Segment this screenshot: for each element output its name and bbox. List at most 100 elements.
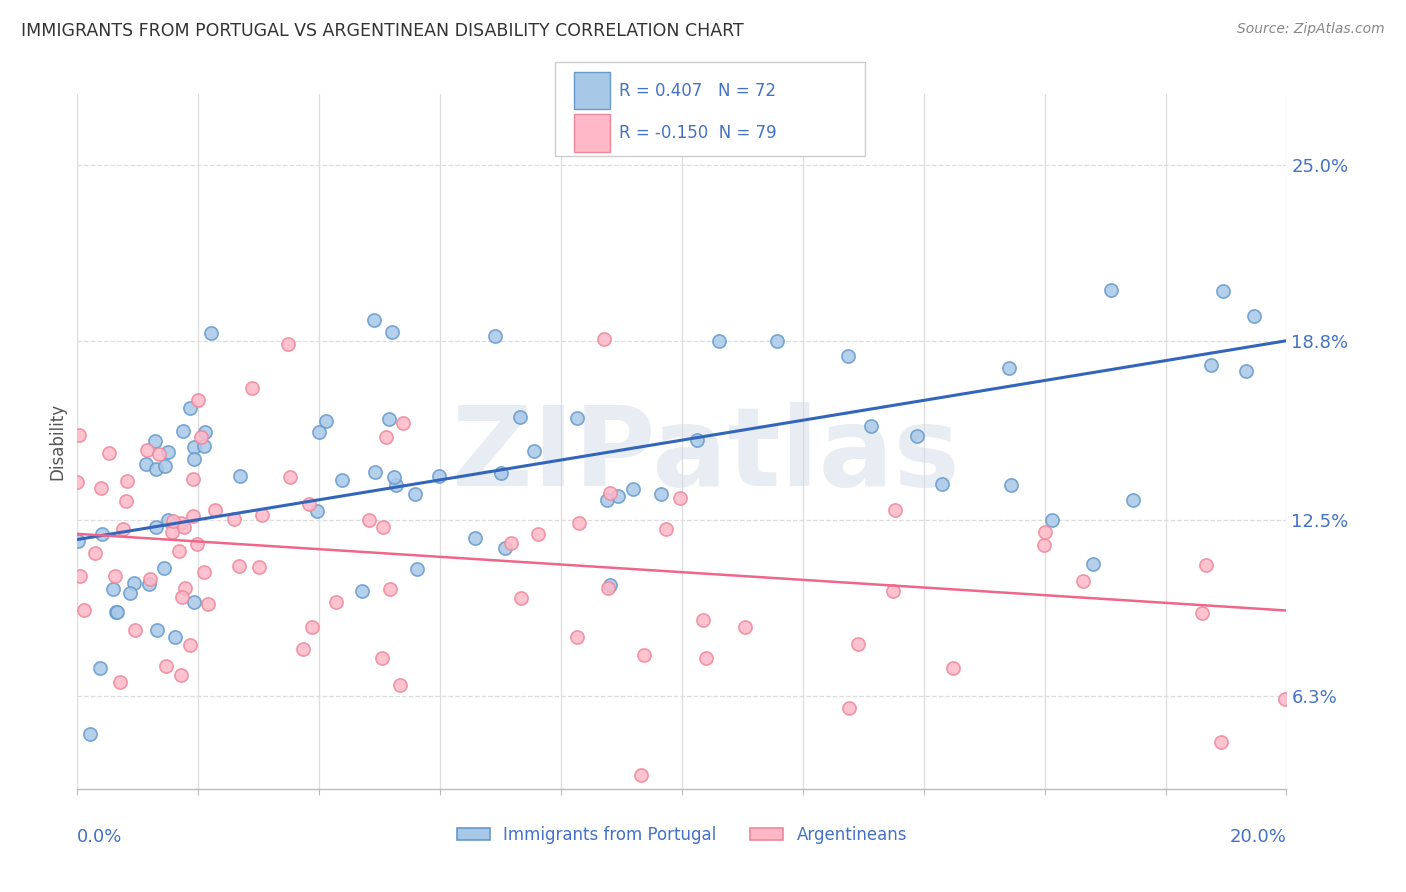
Point [630,768,652,782]
Point [650,487,672,501]
Text: Source: ZipAtlas.com: Source: ZipAtlas.com [1237,22,1385,37]
Point [427,468,450,483]
Point [114,493,136,508]
Text: R = -0.150  N = 79: R = -0.150 N = 79 [619,124,776,142]
Point [173,520,195,534]
Point [565,411,588,425]
Point [187,392,209,407]
Point [669,491,692,505]
Point [298,497,321,511]
Point [79,727,101,741]
Point [508,409,530,424]
Point [167,544,190,558]
Point [371,520,394,534]
Point [117,474,139,488]
Point [104,568,127,582]
Point [89,661,111,675]
Point [145,462,167,476]
Point [98,446,121,460]
Point [707,334,730,348]
Point [277,337,299,351]
Point [90,481,112,495]
Point [308,425,330,439]
Point [846,638,869,652]
Point [186,537,208,551]
Point [165,630,187,644]
Point [1191,606,1213,620]
Point [67,428,90,442]
Point [105,605,128,619]
Point [606,489,628,503]
Text: IMMIGRANTS FROM PORTUGAL VS ARGENTINEAN DISABILITY CORRELATION CHART: IMMIGRANTS FROM PORTUGAL VS ARGENTINEAN … [21,22,744,40]
Point [404,487,426,501]
Point [162,515,184,529]
Point [633,648,655,663]
Point [136,442,159,457]
Point [228,559,250,574]
Text: 0.0%: 0.0% [77,829,122,847]
Point [315,414,337,428]
Point [509,591,531,605]
Point [392,416,415,430]
Point [599,578,621,592]
Point [370,651,392,665]
Point [388,678,411,692]
Point [169,516,191,530]
Point [250,508,273,522]
Point [190,430,212,444]
Point [837,349,859,363]
Point [1234,364,1257,378]
Point [499,536,522,550]
Point [374,430,396,444]
Point [183,440,205,454]
Point [405,562,427,576]
Point [596,493,619,508]
Point [464,531,486,545]
Point [172,424,194,438]
Point [1274,692,1296,706]
Point [155,659,177,673]
Point [385,477,408,491]
Point [695,650,717,665]
Point [181,472,204,486]
Point [156,513,179,527]
Point [224,512,246,526]
Point [655,523,678,537]
Point [104,605,127,619]
Point [278,470,301,484]
Point [838,701,860,715]
Point [110,675,132,690]
Point [350,584,373,599]
Point [291,642,314,657]
Point [148,447,170,461]
Point [120,585,142,599]
Point [567,631,589,645]
Point [484,329,506,343]
Point [1033,525,1056,540]
Point [882,583,904,598]
Point [174,581,197,595]
Point [122,576,145,591]
Point [204,502,226,516]
Point [489,466,512,480]
Point [153,459,176,474]
Point [378,411,401,425]
Point [143,434,166,449]
Point [905,429,928,443]
Point [599,486,621,500]
Point [135,457,157,471]
Point [69,568,91,582]
Point [1122,492,1144,507]
Point [240,381,263,395]
Point [527,527,550,541]
Point [494,541,516,556]
Point [1033,538,1056,552]
Point [1000,478,1022,492]
Point [156,445,179,459]
Point [193,439,215,453]
Point [124,623,146,637]
Point [931,477,953,491]
Text: ZIPatlas: ZIPatlas [453,402,960,509]
Point [194,425,217,440]
Point [1040,513,1063,527]
